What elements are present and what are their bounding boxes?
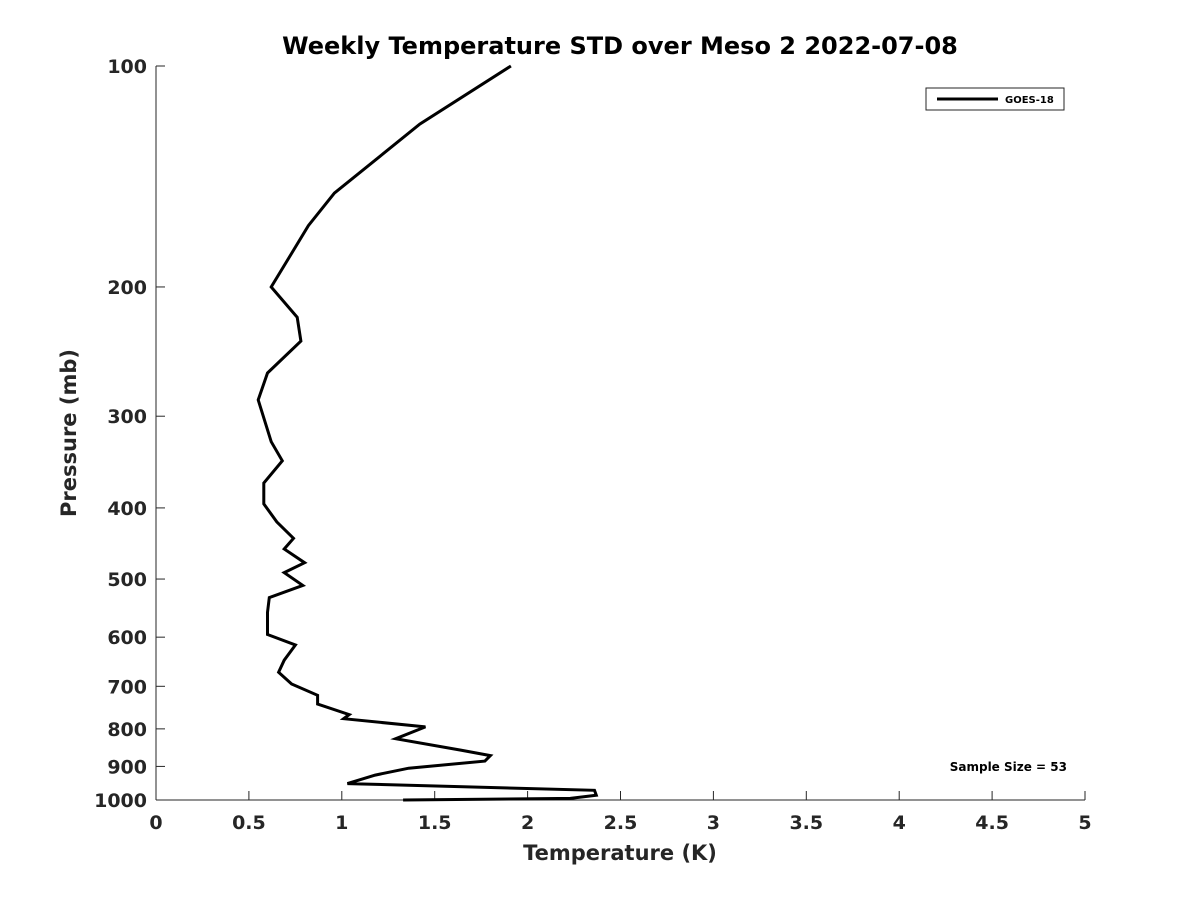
- x-tick-label: 5: [1078, 812, 1091, 834]
- y-tick-label: 200: [107, 277, 147, 299]
- x-tick-label: 1: [335, 812, 348, 834]
- chart-title: Weekly Temperature STD over Meso 2 2022-…: [282, 32, 958, 60]
- x-tick-label: 3.5: [789, 812, 823, 834]
- x-tick-label: 0: [149, 812, 162, 834]
- legend-entry-goes-18: GOES-18: [1005, 95, 1054, 106]
- x-tick-label: 2.5: [604, 812, 638, 834]
- series-line-goes-18: [256, 64, 599, 802]
- sample-size-annotation: Sample Size = 53: [950, 760, 1067, 774]
- y-tick-label: 800: [107, 719, 147, 741]
- y-tick-label: 300: [107, 406, 147, 428]
- legend: GOES-18: [925, 87, 1065, 111]
- y-tick-label: 900: [107, 756, 147, 778]
- x-tick-label: 3: [707, 812, 720, 834]
- x-tick-label: 4.5: [975, 812, 1009, 834]
- y-tick-label: 1000: [94, 790, 147, 812]
- x-tick-label: 4: [893, 812, 906, 834]
- x-ticks: 0 0.5 1 1.5 2 2.5 3 3.5 4 4.5 5: [149, 791, 1092, 834]
- x-axis-label: Temperature (K): [523, 841, 717, 865]
- y-tick-label: 100: [107, 56, 147, 78]
- y-tick-label: 500: [107, 569, 147, 591]
- y-tick-label: 700: [107, 676, 147, 698]
- x-tick-label: 2: [521, 812, 534, 834]
- series-layer: [256, 64, 599, 802]
- x-tick-label: 1.5: [418, 812, 452, 834]
- y-tick-label: 600: [107, 627, 147, 649]
- x-tick-label: 0.5: [232, 812, 266, 834]
- y-ticks: 100 200 300 400 500 600 700 800 900 1000: [94, 56, 165, 812]
- y-tick-label: 400: [107, 498, 147, 520]
- y-axis-label: Pressure (mb): [57, 349, 81, 517]
